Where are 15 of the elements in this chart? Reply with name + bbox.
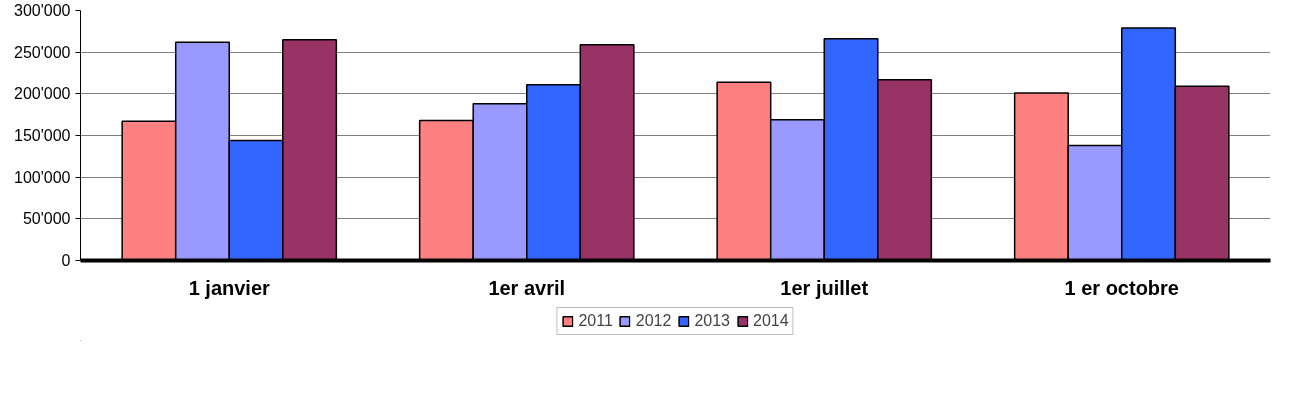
y-tick-label: 250'000	[14, 43, 71, 61]
legend-label: 2014	[753, 312, 789, 330]
y-tick-label: 0	[61, 252, 71, 269]
legend-label: 2011	[578, 312, 613, 330]
x-tick-label: 1er juillet	[780, 276, 869, 299]
x-tick-label: 1 janvier	[188, 276, 271, 299]
y-tick-label: 50'000	[22, 210, 71, 228]
x-tick-label: 1 er octobre	[1064, 276, 1179, 299]
y-tick-label: 200'000	[14, 85, 71, 103]
y-tick-label: 100'000	[14, 168, 71, 186]
x-tick-label: 1er avril	[488, 276, 566, 299]
legend-label: 2013	[694, 312, 730, 330]
y-tick-label: 300'000	[14, 2, 71, 19]
legend-label: 2012	[635, 312, 672, 330]
y-tick-label: 150'000	[14, 127, 71, 144]
